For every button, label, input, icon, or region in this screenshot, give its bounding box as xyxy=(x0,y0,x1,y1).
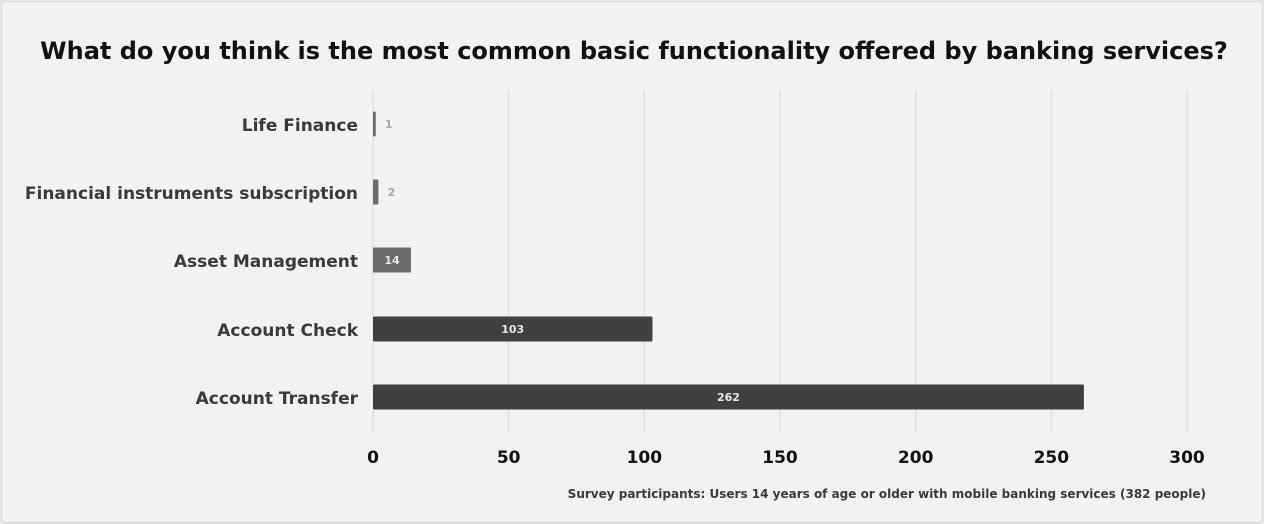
category-label: Asset Management xyxy=(174,252,358,272)
data-label: 14 xyxy=(384,254,400,267)
data-label: 2 xyxy=(388,186,396,199)
data-label: 262 xyxy=(717,391,740,404)
survey-note: Survey participants: Users 14 years of a… xyxy=(568,487,1206,501)
grid-lines xyxy=(372,90,1188,432)
x-tick-label-150: 150 xyxy=(762,448,798,468)
x-tick-label-250: 250 xyxy=(1034,448,1070,468)
bars: 1 2 14 103 262 xyxy=(373,111,1084,410)
category-label: Financial instruments subscription xyxy=(25,184,358,204)
x-axis-ticks: 0 50 100 150 200 250 300 xyxy=(367,448,1205,468)
bar-account-check xyxy=(373,316,653,342)
category-label: Account Transfer xyxy=(196,389,359,409)
x-tick-label-200: 200 xyxy=(898,448,934,468)
x-tick-label-300: 300 xyxy=(1169,448,1205,468)
bar-asset-management xyxy=(373,247,411,273)
category-label: Life Finance xyxy=(242,116,358,136)
x-tick-label-50: 50 xyxy=(497,448,521,468)
bar-financial-instruments-subscription xyxy=(373,179,379,205)
data-label: 103 xyxy=(501,323,524,336)
category-label: Account Check xyxy=(217,321,358,341)
data-label: 1 xyxy=(385,118,393,131)
chart-title: What do you think is the most common bas… xyxy=(40,37,1228,65)
x-tick-label-100: 100 xyxy=(627,448,663,468)
bar-account-transfer xyxy=(373,384,1084,410)
category-labels: Life Finance Financial instruments subscr… xyxy=(25,116,359,409)
x-tick-label-0: 0 xyxy=(367,448,379,468)
bar-life-finance xyxy=(373,111,376,137)
